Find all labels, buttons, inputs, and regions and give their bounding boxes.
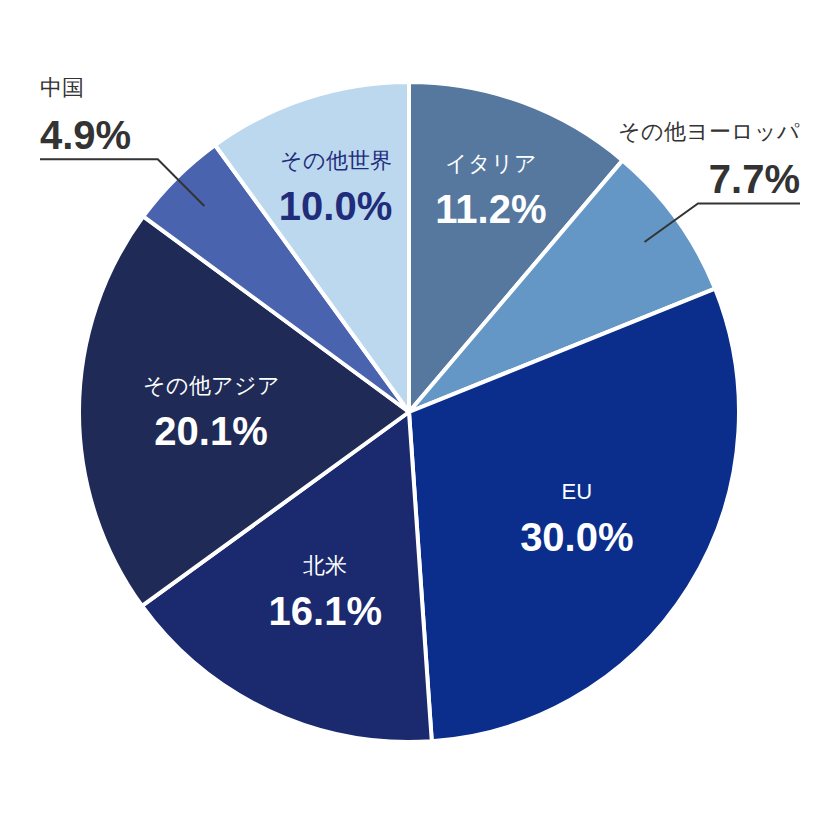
category-label: その他ヨーロッパ	[618, 119, 800, 144]
pie-slice	[409, 289, 739, 742]
value-label: 16.1%	[269, 589, 382, 633]
category-label: その他アジア	[143, 373, 280, 398]
value-label: 20.1%	[154, 409, 267, 453]
slices	[79, 82, 739, 742]
value-label: 11.2%	[435, 187, 546, 231]
category-label: その他世界	[280, 148, 392, 173]
value-label: 7.7%	[709, 157, 800, 201]
chart-root: イタリア 11.2% その他ヨーロッパ 7.7% EU 30.0% 北米 16.1% その他アジ…	[0, 0, 817, 817]
value-label: 4.9%	[40, 113, 131, 157]
pie-slice	[215, 82, 409, 412]
pie-chart: イタリア 11.2% その他ヨーロッパ 7.7% EU 30.0% 北米 16.1% その他アジ…	[0, 0, 817, 817]
labels: イタリア 11.2% その他ヨーロッパ 7.7% EU 30.0% 北米 16.1% その他アジ…	[40, 75, 800, 633]
category-label: EU	[562, 479, 593, 504]
category-label: 中国	[40, 75, 84, 100]
value-label: 30.0%	[520, 515, 633, 559]
leader-line	[40, 159, 204, 206]
value-label: 10.0%	[279, 184, 392, 228]
category-label: 北米	[303, 553, 347, 578]
leader-line	[644, 203, 800, 242]
category-label: イタリア	[445, 151, 537, 176]
